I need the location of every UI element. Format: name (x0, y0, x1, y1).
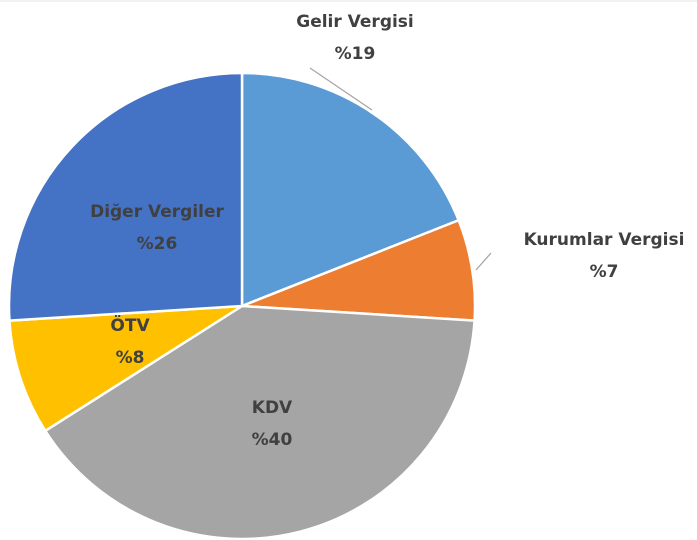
pie (7, 71, 477, 540)
leader-line (475, 252, 492, 271)
leader-line (309, 67, 373, 111)
slice-label: ÖTV (110, 314, 150, 336)
slice-label: Diğer Vergiler (90, 202, 224, 222)
pie-slice (240, 71, 461, 308)
slice-value-label: %26 (137, 234, 178, 254)
slice-value-label: %19 (335, 44, 376, 64)
slice-value-label: %8 (116, 348, 145, 368)
slice-value-label: %40 (252, 430, 293, 450)
slice-label: Gelir Vergisi (296, 12, 414, 32)
slice-label: Kurumlar Vergisi (524, 230, 685, 250)
slice-value-label: %7 (590, 262, 619, 282)
pie-slice (43, 304, 476, 540)
pie-slice (241, 218, 477, 322)
pie-slice (8, 304, 243, 433)
pie-slice (7, 71, 244, 322)
slice-label: KDV (252, 398, 293, 418)
